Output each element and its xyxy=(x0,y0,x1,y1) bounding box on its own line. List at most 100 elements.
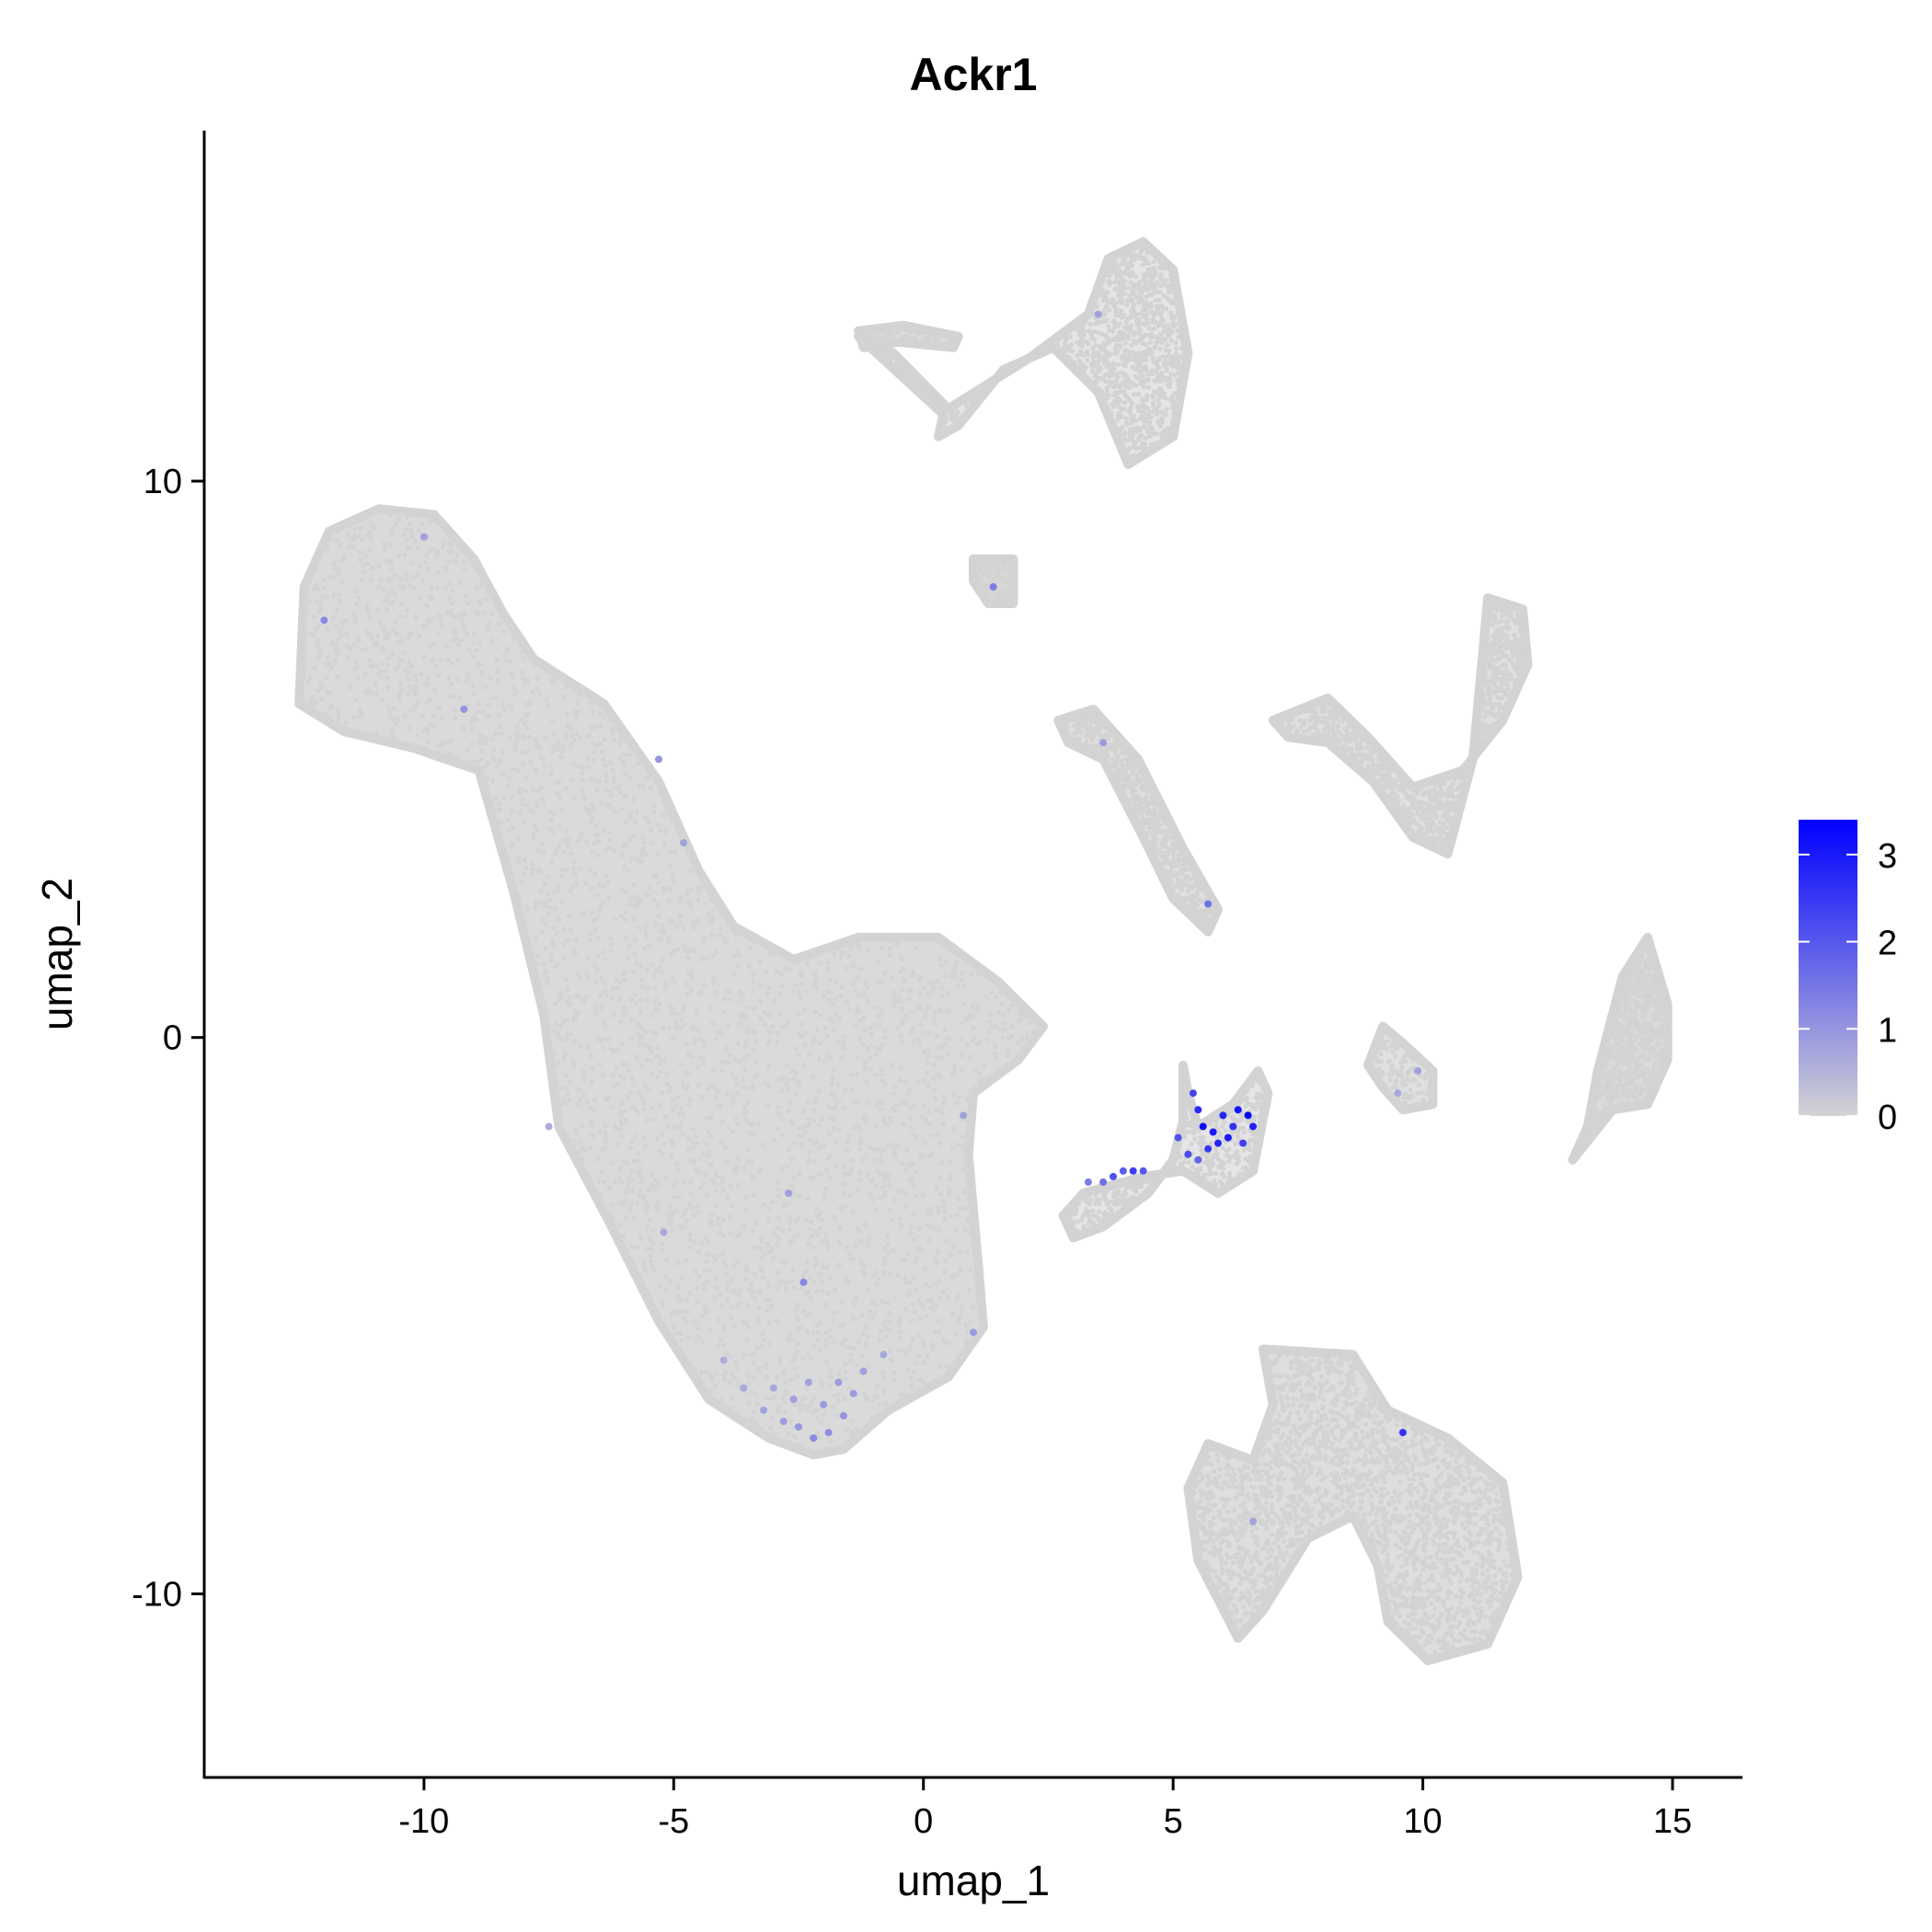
cell-point xyxy=(672,1194,677,1200)
cell-point xyxy=(307,632,313,638)
cell-point xyxy=(643,816,649,822)
cell-point xyxy=(765,1041,771,1046)
cell-point xyxy=(739,997,744,1003)
cell-point xyxy=(500,750,506,755)
cell-point xyxy=(628,1201,634,1206)
cell-point xyxy=(608,948,614,953)
cell-point xyxy=(619,850,625,856)
cell-point xyxy=(627,837,633,843)
cell-point xyxy=(563,734,569,740)
cell-point xyxy=(967,1267,972,1272)
cell-point xyxy=(726,1125,731,1131)
cell-point xyxy=(587,937,592,944)
cell-point xyxy=(617,741,623,746)
cell-point xyxy=(404,578,409,583)
cell-point xyxy=(317,600,323,605)
cell-point xyxy=(864,1117,870,1122)
cell-point xyxy=(986,1019,992,1025)
cell-point xyxy=(532,823,537,829)
cell-point xyxy=(799,1285,804,1292)
cell-point xyxy=(470,715,476,720)
cell-point xyxy=(776,1180,782,1186)
cell-point xyxy=(396,631,401,637)
cell-point xyxy=(403,742,409,747)
cell-point xyxy=(975,1003,981,1008)
cell-point xyxy=(472,630,477,636)
cell-point xyxy=(624,1213,629,1220)
cell-point xyxy=(892,1153,898,1158)
cell-point xyxy=(803,1269,809,1274)
cell-point xyxy=(409,560,415,566)
cell-point xyxy=(753,1392,759,1397)
cell-point xyxy=(552,1085,558,1090)
cell-point xyxy=(899,999,904,1005)
cell-point xyxy=(838,1055,845,1062)
cell-point xyxy=(787,1146,792,1153)
cell-point xyxy=(547,1045,553,1051)
cell-point xyxy=(440,715,445,721)
cell-point xyxy=(713,1383,719,1388)
cell-point xyxy=(759,1426,765,1432)
cell-point xyxy=(745,1100,751,1106)
cell-point xyxy=(436,614,443,619)
cell-point xyxy=(882,1246,888,1251)
cell-point xyxy=(689,1053,695,1059)
cell-point xyxy=(469,726,475,731)
cell-point xyxy=(550,749,556,754)
cell-point xyxy=(936,1205,941,1211)
cell-point xyxy=(728,1182,733,1188)
cell-point xyxy=(568,851,573,857)
cell-point xyxy=(728,1380,733,1386)
cell-point xyxy=(650,1058,655,1064)
cell-point xyxy=(347,544,352,550)
cell-point xyxy=(432,688,438,694)
cell-point xyxy=(610,995,615,1001)
cell-point xyxy=(510,825,515,831)
cell-point xyxy=(872,1157,878,1163)
cell-point xyxy=(803,1217,809,1223)
cell-point xyxy=(800,1355,806,1361)
cell-point xyxy=(331,560,337,566)
cell-point xyxy=(563,1052,569,1057)
cell-point xyxy=(777,991,784,996)
cell-point xyxy=(864,1397,869,1403)
cell-point xyxy=(1017,1008,1022,1014)
cell-point xyxy=(820,1280,825,1285)
cell-point xyxy=(752,1351,757,1357)
cell-point xyxy=(828,1334,834,1340)
cell-point xyxy=(918,1021,924,1027)
cell-point xyxy=(627,943,632,949)
cell-point xyxy=(937,1363,942,1369)
cell-point xyxy=(484,597,489,603)
cell-point xyxy=(422,681,428,687)
cell-point xyxy=(765,1282,771,1288)
cell-point xyxy=(601,1045,606,1051)
cell-point xyxy=(678,1125,684,1131)
cell-point xyxy=(616,996,623,1003)
cell-point xyxy=(771,1230,776,1236)
cell-point xyxy=(853,1125,858,1131)
cell-point xyxy=(639,1095,645,1100)
cell-point xyxy=(914,1168,919,1174)
cell-point xyxy=(541,754,546,760)
cell-point xyxy=(536,744,542,751)
cell-point xyxy=(914,1361,920,1366)
cell-point xyxy=(611,1083,617,1088)
cell-point xyxy=(938,986,944,992)
cell-point xyxy=(707,1372,714,1378)
cell-point xyxy=(609,1104,615,1110)
cell-point xyxy=(812,1009,818,1015)
cell-point xyxy=(646,943,651,949)
cell-point xyxy=(728,1213,733,1219)
cell-point xyxy=(818,1320,823,1326)
cell-point xyxy=(787,1213,792,1219)
cell-point xyxy=(636,902,641,907)
cell-point xyxy=(885,1250,891,1256)
cell-point xyxy=(585,1045,592,1051)
cell-point xyxy=(670,873,675,879)
cell-point xyxy=(658,1069,663,1075)
cell-point xyxy=(561,926,567,932)
cell-point xyxy=(345,655,351,661)
cell-point xyxy=(728,1052,733,1058)
